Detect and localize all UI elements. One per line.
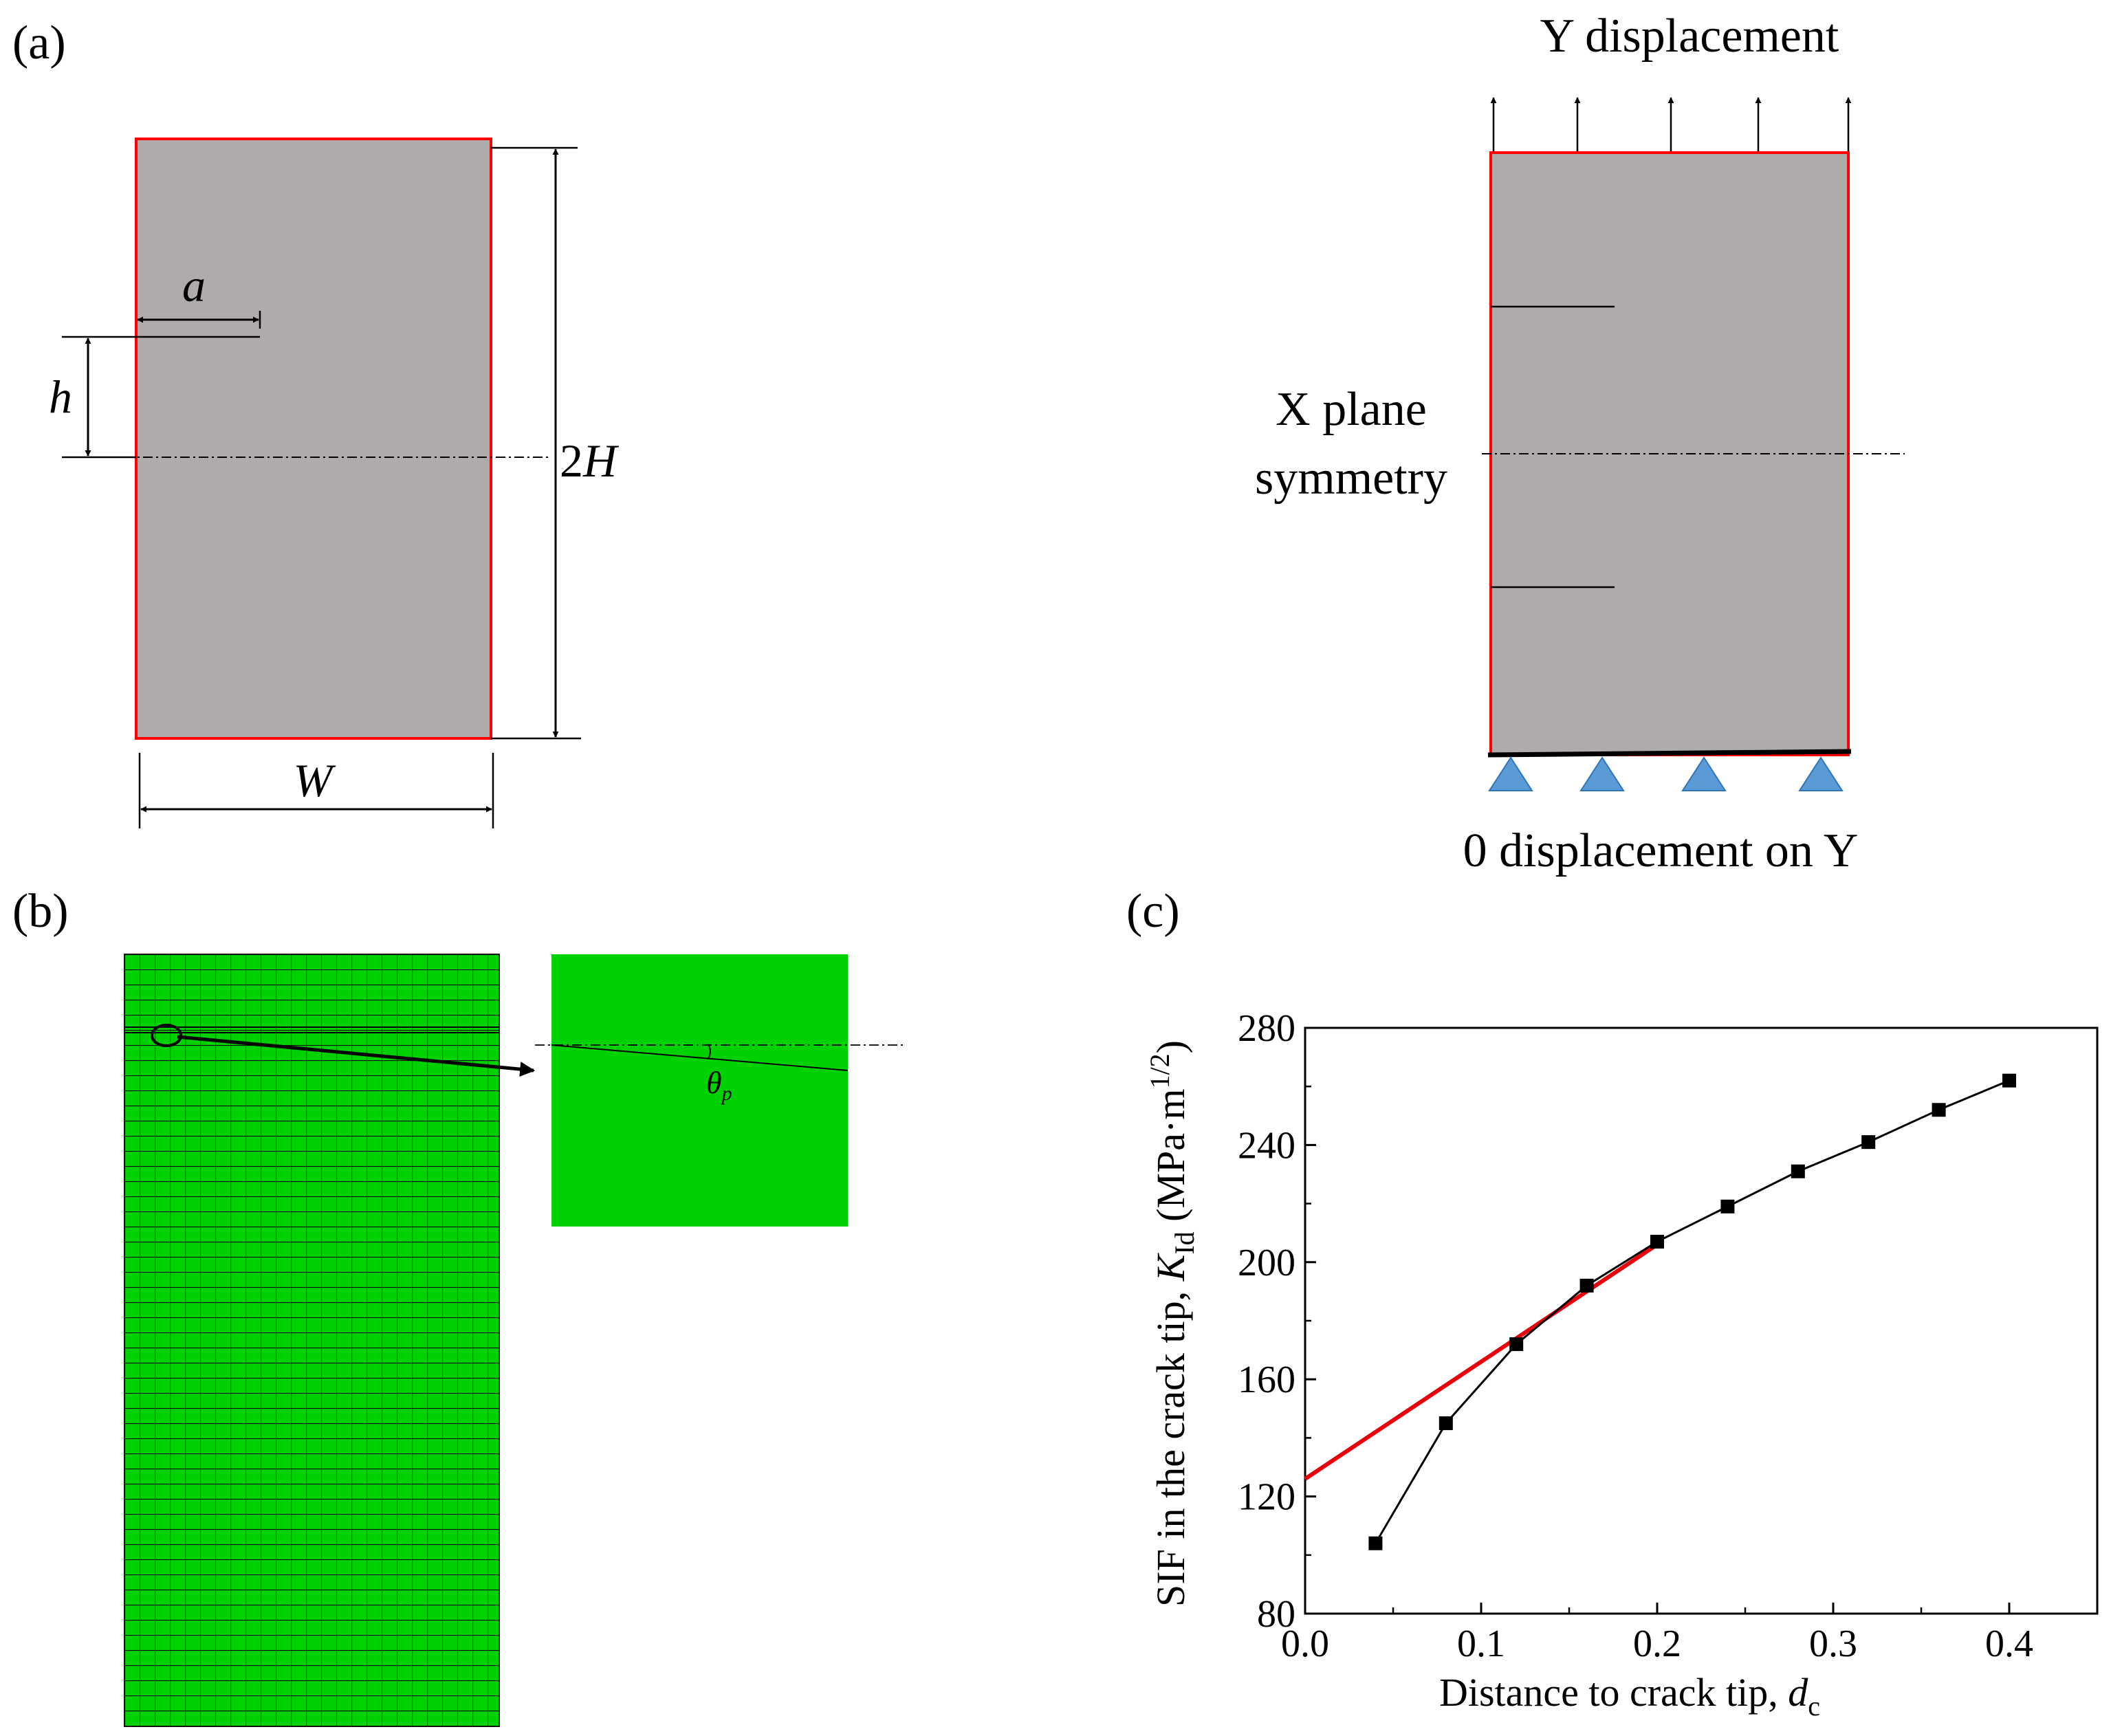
support-triangles (1488, 756, 1844, 791)
sif-data-point (1791, 1164, 1805, 1178)
x-ticks: 0.0 0.1 0.2 0.3 0.4 (1281, 1603, 2033, 1665)
sif-series-group (1368, 1073, 2016, 1550)
y-tick-label: 240 (1238, 1124, 1295, 1167)
x-tick-label: 0.1 (1457, 1623, 1505, 1665)
x-tick-label: 0.0 (1281, 1623, 1329, 1665)
load-arrows (1490, 97, 1852, 153)
symmetry-label-line2: symmetry (1255, 452, 1447, 505)
support-triangle (1579, 756, 1625, 791)
linear-fit-line (1304, 1242, 1659, 1481)
panel-b-mesh: (b) θp (12, 885, 904, 1727)
symmetry-label-line1: X plane (1276, 383, 1427, 436)
support-triangle (1798, 756, 1844, 791)
sif-data-point (1368, 1536, 1383, 1550)
sif-data-point (1720, 1199, 1735, 1213)
sif-data-point (1509, 1337, 1524, 1352)
sif-data-point (1579, 1278, 1594, 1293)
y-tick-label: 280 (1238, 1007, 1295, 1050)
mesh-border (124, 954, 500, 1727)
angle-arc (708, 1044, 711, 1059)
panel-c-label: (c) (1126, 885, 1180, 938)
sif-data-point (1932, 1103, 1946, 1117)
dim-2h-label: 2H (560, 435, 620, 487)
y-axis-label: SIF in the crack tip, KId (MPa·m1/2) (1144, 1040, 1200, 1607)
panel-a-label: (a) (12, 17, 66, 69)
support-triangle (1681, 756, 1727, 791)
zoom-arrow (177, 1035, 536, 1077)
dim-w-label: W (294, 754, 336, 806)
sif-series-line (1375, 1079, 2010, 1544)
zoomed-mesh-region (551, 954, 848, 1227)
specimen-geometry-rect (135, 138, 492, 740)
dim-h-label: h (49, 371, 72, 423)
panel-a-boundary-conditions: Y displacement X plane symmetry 0 displa… (1255, 10, 1905, 877)
fit-line-group (1304, 1242, 1659, 1481)
sif-data-point (1861, 1135, 1876, 1150)
y-ticks: 80 120 160 200 240 280 (1238, 1007, 1316, 1636)
y-tick-label: 80 (1257, 1593, 1295, 1636)
x-tick-label: 0.3 (1809, 1623, 1857, 1665)
x-axis-label: Distance to crack tip, dc (1439, 1670, 1820, 1722)
panel-c-chart: (c) 0.0 0.1 0.2 0.3 0.4 80 120 160 200 240 280 Di… (1126, 885, 2099, 1722)
sif-data-point (1650, 1234, 1664, 1249)
sif-data-point (1439, 1416, 1453, 1431)
theta-p-label: θp (706, 1065, 732, 1105)
y-tick-label: 120 (1238, 1476, 1295, 1519)
propagation-path-line (551, 1044, 849, 1071)
dim-a-label: a (182, 259, 206, 311)
panel-a-geometry: (a) a h 2H W (12, 17, 620, 828)
x-tick-label: 0.2 (1633, 1623, 1681, 1665)
x-tick-label: 0.4 (1985, 1623, 2033, 1665)
support-triangle (1488, 756, 1533, 791)
panel-b-label: (b) (12, 885, 69, 938)
y-tick-label: 200 (1238, 1242, 1295, 1284)
zero-displacement-label: 0 displacement on Y (1463, 824, 1859, 877)
plot-frame (1304, 1026, 2099, 1615)
mesh-grid (124, 954, 499, 1726)
sif-data-point (2002, 1073, 2016, 1088)
y-displacement-label: Y displacement (1540, 10, 1839, 63)
y-tick-label: 160 (1238, 1359, 1295, 1401)
fixed-support-edge (1487, 749, 1852, 758)
